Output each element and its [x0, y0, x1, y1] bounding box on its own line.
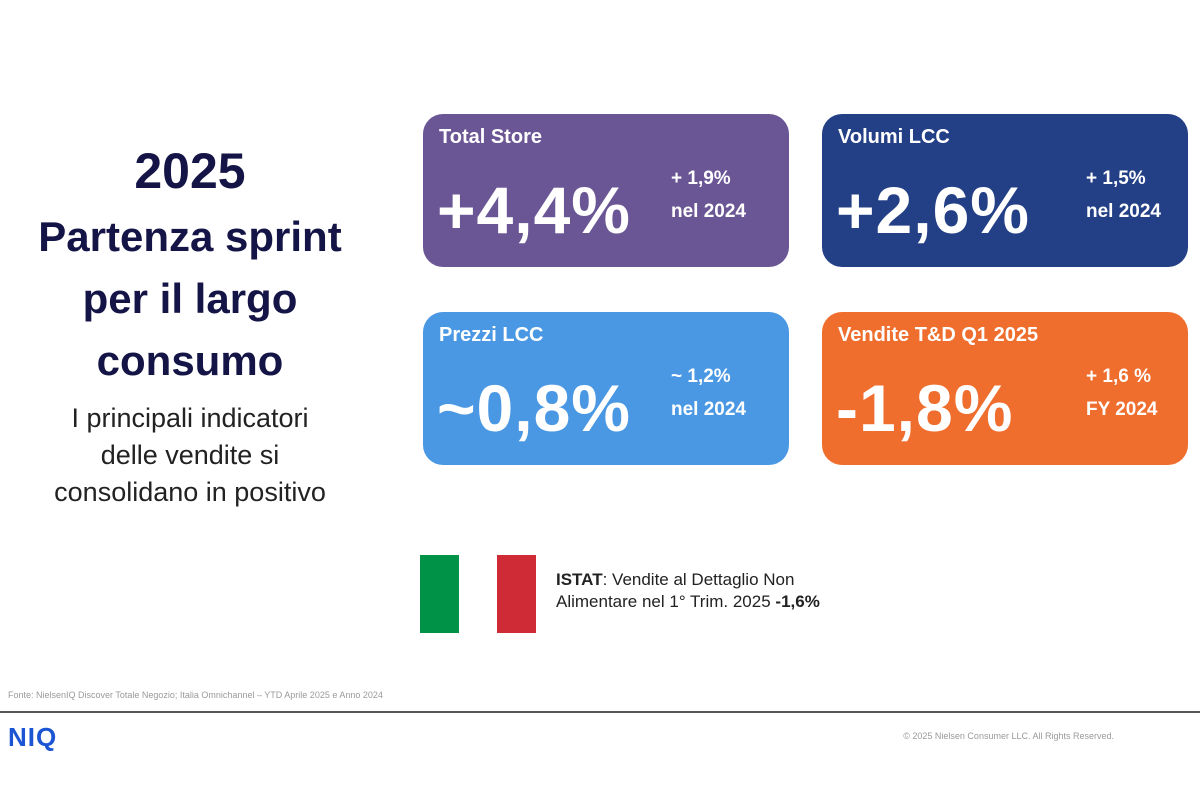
card-title: Total Store — [439, 126, 542, 148]
flag-stripe-red — [497, 555, 536, 633]
headline-block: 2025 Partenza sprint per il largo consum… — [0, 140, 380, 511]
card-note-value: + 1,6 % — [1086, 366, 1151, 387]
card-note-period: FY 2024 — [1086, 399, 1158, 420]
headline-line: consumo — [96, 337, 284, 384]
card-value: -1,8% — [836, 371, 1014, 445]
headline-line: Partenza sprint — [38, 213, 342, 260]
volumi-lcc-card: Volumi LCC +2,6% + 1,5% nel 2024 — [822, 114, 1188, 267]
niq-logo: NIQ — [8, 722, 58, 752]
card-value: ~0,8% — [437, 371, 631, 445]
italian-flag-icon — [420, 555, 536, 633]
card-value: +2,6% — [836, 173, 1030, 247]
istat-label: ISTAT — [556, 570, 603, 589]
flag-stripe-white — [459, 555, 498, 633]
card-note-period: nel 2024 — [671, 399, 746, 420]
headline-subtitle: I principali indicatori delle vendite si… — [0, 400, 380, 511]
card-note: + 1,5% nel 2024 — [1086, 162, 1161, 228]
istat-text-line2: Alimentare nel 1° Trim. 2025 — [556, 592, 776, 611]
card-note-value: + 1,5% — [1086, 168, 1146, 189]
card-title: Vendite T&D Q1 2025 — [838, 324, 1039, 346]
source-note: Fonte: NielsenIQ Discover Totale Negozio… — [8, 690, 383, 700]
footer-divider — [0, 711, 1200, 713]
subtitle-line: I principali indicatori — [71, 403, 309, 433]
istat-note: ISTAT: Vendite al Dettaglio Non Alimenta… — [556, 569, 820, 613]
flag-stripe-green — [420, 555, 459, 633]
card-note: + 1,9% nel 2024 — [671, 162, 746, 228]
card-note-period: nel 2024 — [1086, 201, 1161, 222]
card-note-period: nel 2024 — [671, 201, 746, 222]
headline-title: Partenza sprint per il largo consumo — [0, 206, 380, 392]
card-note: + 1,6 % FY 2024 — [1086, 360, 1157, 426]
card-note-value: + 1,9% — [671, 168, 731, 189]
copyright-text: © 2025 Nielsen Consumer LLC. All Rights … — [903, 731, 1114, 741]
vendite-td-card: Vendite T&D Q1 2025 -1,8% + 1,6 % FY 202… — [822, 312, 1188, 465]
istat-text-line1: : Vendite al Dettaglio Non — [602, 570, 795, 589]
subtitle-line: delle vendite si — [100, 440, 280, 470]
card-note: ~ 1,2% nel 2024 — [671, 360, 746, 426]
card-note-value: ~ 1,2% — [671, 366, 731, 387]
istat-value: -1,6% — [775, 592, 820, 611]
card-value: +4,4% — [437, 173, 631, 247]
total-store-card: Total Store +4,4% + 1,9% nel 2024 — [423, 114, 789, 267]
headline-year: 2025 — [134, 143, 246, 199]
card-title: Prezzi LCC — [439, 324, 544, 346]
prezzi-lcc-card: Prezzi LCC ~0,8% ~ 1,2% nel 2024 — [423, 312, 789, 465]
headline-line: per il largo — [82, 275, 298, 322]
card-title: Volumi LCC — [838, 126, 950, 148]
subtitle-line: consolidano in positivo — [54, 477, 326, 507]
